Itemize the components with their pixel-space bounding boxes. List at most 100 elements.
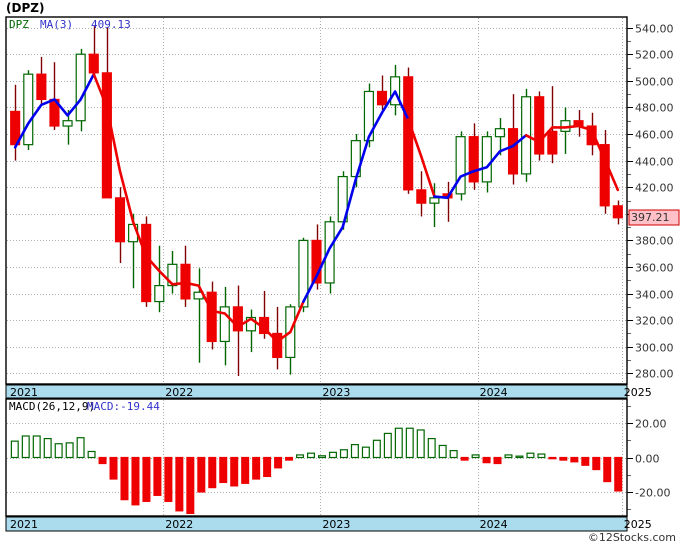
- macd-bar: [186, 456, 195, 515]
- candlestick: [547, 86, 558, 164]
- year-band-top: [5, 384, 628, 399]
- macd-bar: [526, 452, 535, 459]
- macd-bar: [120, 456, 129, 501]
- macd-bar: [87, 450, 96, 459]
- macd-bar: [10, 440, 19, 459]
- candlestick: [206, 281, 217, 350]
- last-price-tag: 397.21: [628, 209, 680, 226]
- macd-axis-tick-label: -20.00: [635, 487, 670, 500]
- macd-bar: [109, 456, 118, 480]
- macd-bar: [581, 456, 590, 466]
- candlestick: [481, 131, 492, 193]
- macd-bar: [559, 456, 568, 461]
- page-title: (DPZ): [6, 1, 45, 15]
- macd-bar: [603, 456, 612, 483]
- ma3-segment: [13, 72, 96, 149]
- macd-bar: [296, 454, 305, 459]
- macd-bar: [537, 453, 546, 459]
- year-label: 2023: [322, 386, 350, 399]
- candlestick: [507, 94, 519, 185]
- year-labels-bottom: 2021 2022 2023 2024 2025: [10, 518, 652, 531]
- candlestick: [324, 216, 335, 294]
- year-label: 2021: [10, 518, 38, 531]
- price-axis-tick-label: 440.00: [635, 156, 674, 169]
- macd-bar: [252, 456, 261, 480]
- price-axis-tick-label: 320.00: [635, 315, 674, 328]
- ma3-segment: [433, 134, 528, 200]
- price-axis-tick-label: 380.00: [635, 235, 674, 248]
- macd-bar: [570, 456, 579, 463]
- candlestick: [154, 245, 165, 313]
- year-label: 2025: [624, 518, 652, 531]
- macd-bar: [339, 449, 348, 459]
- macd-axis-tick-label: 0.00: [635, 453, 660, 466]
- macd-bar: [482, 456, 491, 464]
- macd-bar: [317, 455, 326, 459]
- macd-plot-frame: [5, 398, 628, 517]
- macd-bar: [142, 456, 151, 502]
- legend-value: 409.13: [91, 18, 131, 31]
- year-label: 2024: [480, 386, 508, 399]
- macd-bar: [164, 456, 173, 502]
- price-axis-tick-label: 540.00: [635, 23, 674, 36]
- last-price-value: 397.21: [631, 211, 670, 224]
- year-label: 2025: [624, 386, 652, 399]
- macd-bar: [43, 437, 52, 459]
- macd-bar: [614, 456, 623, 492]
- macd-bar: [153, 456, 162, 496]
- candlestick: [272, 306, 283, 370]
- candlestick: [612, 200, 623, 225]
- macd-bar: [361, 446, 370, 459]
- macd-bar: [383, 432, 392, 459]
- price-tick-marks: [627, 28, 633, 374]
- macd-bar: [241, 456, 250, 484]
- price-axis-tick-label: 480.00: [635, 102, 674, 115]
- candlestick: [376, 75, 388, 111]
- year-labels-top: 2021 2022 2023 2024 2025: [10, 386, 652, 399]
- macd-bar: [328, 451, 337, 459]
- price-legend: DPZ MA(3) 409.13: [9, 18, 131, 31]
- macd-bar: [219, 456, 228, 484]
- year-label: 2024: [480, 518, 508, 531]
- macd-axis-labels: 20.00 0.00 -20.00: [635, 418, 670, 500]
- macd-bar: [548, 456, 557, 460]
- ma3-segment: [524, 124, 620, 192]
- candlestick: [219, 286, 230, 366]
- candlestick: [232, 285, 243, 377]
- macd-bar: [54, 443, 63, 459]
- candlestick: [36, 56, 47, 105]
- macd-bar: [208, 456, 217, 489]
- macd-legend-name: MACD(26,12,9): [9, 400, 95, 413]
- candlestick: [468, 123, 479, 190]
- macd-bar: [274, 456, 283, 469]
- candlestick: [167, 251, 178, 294]
- macd-bar: [471, 454, 480, 459]
- candlestick: [88, 26, 99, 77]
- candlestick: [114, 187, 126, 263]
- macd-legend-value: MACD:-19.44: [87, 400, 160, 413]
- year-label: 2023: [322, 518, 350, 531]
- ma3-segment: [92, 72, 305, 343]
- macd-bar: [32, 435, 41, 459]
- macd-histogram-series: [10, 427, 623, 515]
- macd-legend: MACD(26,12,9) MACD:-19.44: [9, 400, 160, 413]
- macd-axis-tick-label: 20.00: [635, 418, 667, 431]
- price-axis-tick-label: 500.00: [635, 76, 674, 89]
- candlestick: [337, 171, 348, 230]
- macd-bar: [350, 443, 359, 459]
- candlestick: [429, 183, 440, 228]
- price-axis-tick-label: 340.00: [635, 289, 674, 302]
- price-axis-tick-label: 360.00: [635, 262, 674, 275]
- macd-bar: [405, 427, 414, 459]
- year-band-bottom: [5, 516, 628, 532]
- macd-bar: [438, 444, 447, 459]
- macd-bar: [175, 456, 184, 512]
- macd-bar: [307, 452, 316, 459]
- candlestick: [75, 48, 86, 132]
- legend-indicator: MA(3): [40, 18, 73, 31]
- candlestick: [599, 130, 610, 214]
- macd-bar: [460, 456, 469, 461]
- macd-bar: [493, 456, 502, 465]
